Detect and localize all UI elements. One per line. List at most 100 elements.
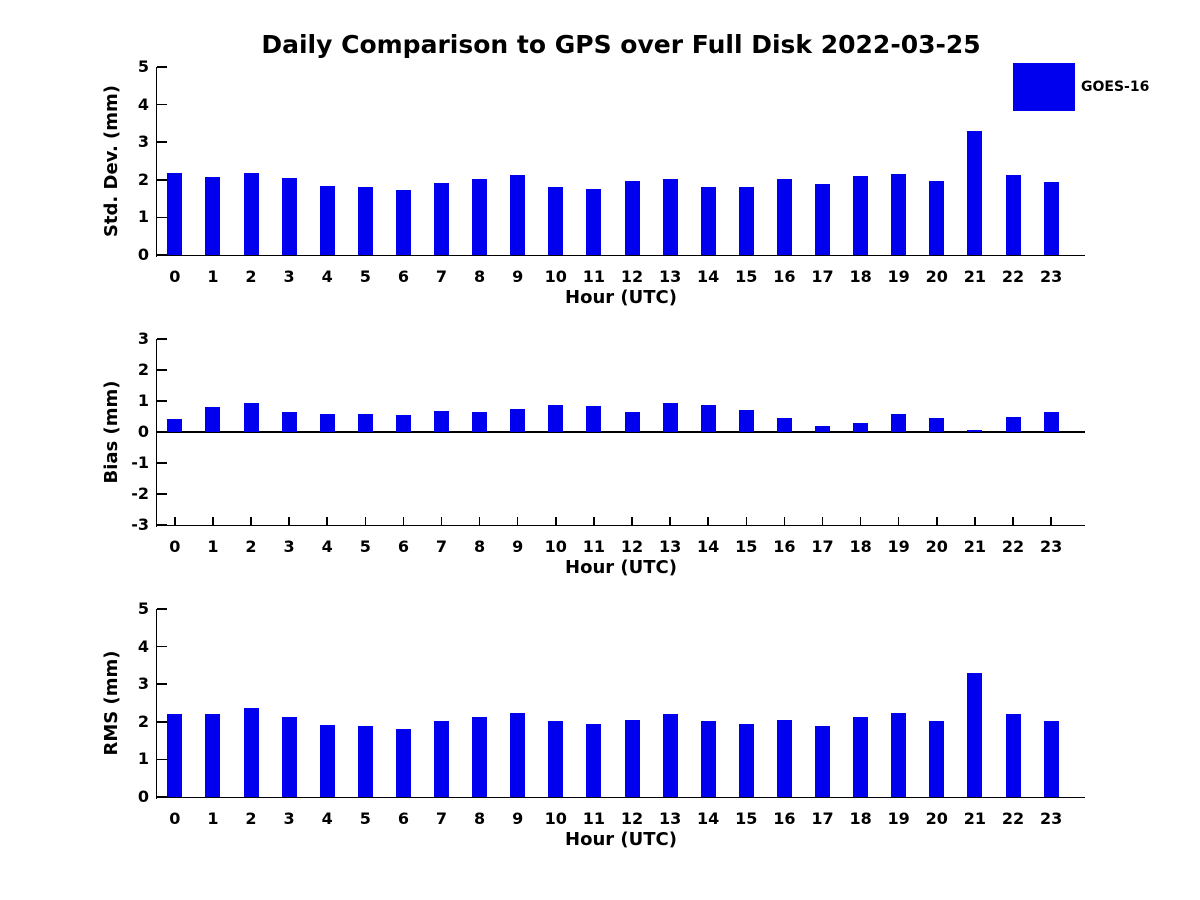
x-tick [783, 517, 786, 525]
x-tick [555, 517, 557, 525]
x-tick-label: 5 [359, 537, 371, 556]
x-tick-label: 12 [620, 537, 644, 556]
bar [205, 177, 221, 255]
x-tick [516, 517, 519, 525]
ylabel-rms: RMS (mm) [101, 650, 122, 756]
y-tick-label: 3 [137, 329, 149, 348]
x-tick-label: 19 [887, 809, 910, 828]
y-tick [157, 721, 167, 723]
bar [243, 173, 259, 255]
x-tick-label: 20 [925, 267, 948, 286]
bar [1005, 174, 1021, 255]
bar [700, 186, 716, 255]
bar [1043, 182, 1059, 255]
x-tick-label: 16 [773, 267, 796, 286]
x-tick-label: 21 [963, 809, 987, 828]
x-tick-label: 18 [849, 537, 872, 556]
x-axis-line [155, 254, 1085, 256]
x-tick-label: 8 [474, 809, 486, 828]
x-tick-label: 9 [512, 267, 524, 286]
x-tick-label: 2 [245, 809, 257, 828]
x-tick [821, 517, 824, 525]
bar [624, 181, 640, 255]
bar [929, 180, 945, 255]
x-tick-label: 7 [435, 267, 448, 286]
xlabel-std-dev: Hour (UTC) [565, 287, 677, 308]
x-tick-label: 22 [1001, 537, 1025, 556]
x-tick-label: 20 [925, 809, 948, 828]
x-tick-label: 8 [474, 537, 486, 556]
x-tick [440, 517, 443, 525]
bar [1043, 720, 1059, 797]
x-tick [326, 517, 328, 525]
xlabel-rms: Hour (UTC) [565, 829, 677, 850]
x-tick-label: 17 [811, 809, 834, 828]
bar [395, 414, 411, 432]
y-tick-label: 3 [137, 132, 149, 152]
x-tick-label: 18 [849, 809, 872, 828]
x-tick-label: 20 [925, 537, 948, 556]
bar [853, 716, 869, 797]
x-tick-label: 1 [207, 537, 219, 556]
bar [319, 186, 335, 255]
x-tick-label: 4 [321, 809, 333, 828]
bar [891, 414, 907, 432]
x-tick [745, 517, 748, 525]
y-tick-label: 2 [137, 711, 149, 731]
x-tick [402, 517, 405, 525]
bar [167, 418, 183, 432]
legend-label-goes16: GOES-16 [1081, 79, 1150, 95]
x-tick-label: 9 [512, 537, 524, 556]
bar [662, 713, 678, 797]
bar [586, 188, 602, 255]
y-tick-label: 4 [137, 636, 149, 656]
x-tick [936, 517, 938, 525]
x-tick-label: 15 [735, 537, 758, 556]
bar [281, 716, 297, 797]
x-tick-label: 3 [283, 537, 295, 556]
bar [510, 712, 526, 797]
bar [929, 720, 945, 797]
bar [586, 723, 602, 797]
bar [700, 405, 716, 432]
y-axis-line [155, 339, 157, 527]
y-tick-label: 0 [137, 787, 149, 806]
bar [624, 412, 640, 432]
x-tick-label: 6 [397, 537, 409, 556]
y-tick-label: -2 [131, 484, 149, 503]
y-tick [157, 141, 167, 143]
bar [472, 412, 488, 432]
x-tick [631, 517, 633, 525]
bar [929, 417, 945, 432]
bar [776, 719, 792, 797]
bar [205, 407, 221, 432]
x-tick-label: 22 [1001, 267, 1025, 286]
bar [548, 404, 564, 432]
bar [662, 179, 678, 255]
figure-title: Daily Comparison to GPS over Full Disk 2… [261, 30, 981, 59]
x-tick-label: 3 [283, 267, 295, 286]
bar [891, 174, 907, 255]
y-tick-label: -3 [131, 515, 149, 534]
y-tick [157, 254, 167, 256]
x-tick-label: 14 [697, 809, 720, 828]
bar [1043, 412, 1059, 432]
y-tick-label: 2 [137, 169, 149, 189]
x-tick-label: 22 [1001, 809, 1025, 828]
x-tick [593, 517, 595, 525]
y-tick [157, 608, 167, 610]
x-tick-label: 11 [582, 809, 606, 828]
bar [967, 429, 983, 432]
bar [281, 411, 297, 432]
bar [815, 184, 830, 255]
legend-swatch-goes16 [1013, 63, 1075, 111]
bar [472, 179, 488, 255]
bar [281, 178, 297, 255]
bar [434, 720, 449, 797]
bar [243, 707, 259, 797]
x-tick-label: 11 [582, 537, 606, 556]
x-tick-label: 15 [735, 809, 758, 828]
y-tick [157, 103, 167, 106]
bar [357, 414, 373, 432]
